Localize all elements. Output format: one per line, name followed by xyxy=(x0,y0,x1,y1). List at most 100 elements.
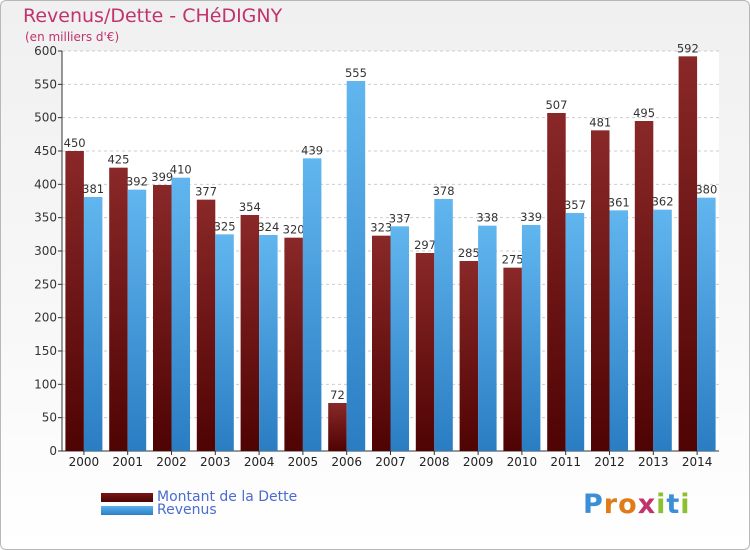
x-tick-label: 2002 xyxy=(156,455,187,469)
data-label: 324 xyxy=(257,220,279,234)
bar-debt xyxy=(415,253,435,451)
bar-debt xyxy=(459,261,479,451)
y-tick-label: 300 xyxy=(34,244,57,258)
x-tick-label: 2001 xyxy=(112,455,143,469)
bar-debt xyxy=(503,267,522,451)
logo-letter: i xyxy=(680,489,691,520)
legend-swatch-debt xyxy=(101,492,153,502)
bar-revenue xyxy=(521,225,541,451)
logo-letter: i xyxy=(656,489,667,520)
bar-revenue xyxy=(390,226,409,451)
data-label: 555 xyxy=(345,66,367,80)
data-label: 337 xyxy=(389,211,411,225)
data-label: 507 xyxy=(545,98,567,112)
x-tick-label: 2012 xyxy=(594,455,625,469)
x-tick-label: 2008 xyxy=(419,455,450,469)
bar-debt xyxy=(240,215,260,451)
y-tick-label: 550 xyxy=(34,77,57,91)
x-tick-label: 2009 xyxy=(463,455,494,469)
y-tick-label: 600 xyxy=(34,44,57,58)
x-tick-label: 2005 xyxy=(288,455,319,469)
bar-revenue xyxy=(565,213,585,451)
data-label: 325 xyxy=(214,219,236,233)
bar-revenue xyxy=(478,225,497,451)
data-label: 275 xyxy=(502,253,524,267)
legend-swatch-revenue xyxy=(101,505,153,515)
x-tick-label: 2013 xyxy=(638,455,669,469)
y-tick-label: 250 xyxy=(34,277,57,291)
legend-item-revenue: Revenus xyxy=(101,502,217,518)
bar-revenue xyxy=(127,189,147,451)
bar-revenue xyxy=(697,197,716,451)
data-label: 354 xyxy=(239,200,261,214)
data-label: 361 xyxy=(608,195,630,209)
proxiti-logo: Proxiti xyxy=(583,489,691,520)
y-tick-label: 400 xyxy=(34,177,57,191)
data-label: 378 xyxy=(433,184,455,198)
bar-revenue xyxy=(346,81,366,451)
data-label: 320 xyxy=(283,223,305,237)
bar-debt xyxy=(196,199,216,451)
chart-subtitle: (en milliers d'€) xyxy=(25,30,120,44)
data-label: 285 xyxy=(458,246,480,260)
data-label: 338 xyxy=(476,211,498,225)
data-label: 323 xyxy=(370,221,392,235)
x-tick-label: 2010 xyxy=(507,455,538,469)
bar-debt xyxy=(591,130,610,452)
bar-debt xyxy=(284,237,303,451)
data-label: 362 xyxy=(652,195,674,209)
bar-debt xyxy=(65,151,84,451)
data-label: 495 xyxy=(633,106,655,120)
bar-debt xyxy=(634,121,654,451)
data-label: 380 xyxy=(695,183,717,197)
data-label: 450 xyxy=(64,136,86,150)
legend-item-debt: Montant de la Dette xyxy=(101,489,297,505)
bar-debt xyxy=(678,56,698,451)
y-tick-label: 100 xyxy=(34,377,57,391)
logo-letter: o xyxy=(618,489,638,520)
data-label: 592 xyxy=(677,41,699,55)
y-tick-label: 0 xyxy=(49,444,57,458)
bar-debt xyxy=(328,403,347,451)
bar-debt xyxy=(109,167,128,451)
x-tick-label: 2011 xyxy=(550,455,581,469)
data-label: 399 xyxy=(151,170,173,184)
x-tick-label: 2007 xyxy=(375,455,406,469)
data-label: 381 xyxy=(82,182,104,196)
x-tick-label: 2004 xyxy=(244,455,275,469)
bar-debt xyxy=(153,185,172,451)
data-label: 392 xyxy=(126,175,148,189)
bar-revenue xyxy=(259,235,278,451)
data-label: 410 xyxy=(170,163,192,177)
bar-revenue xyxy=(83,197,103,451)
chart-title: Revenus/Dette - CHéDIGNY xyxy=(23,5,283,27)
data-label: 357 xyxy=(564,198,586,212)
x-tick-label: 2014 xyxy=(682,455,713,469)
y-tick-label: 50 xyxy=(42,411,57,425)
data-label: 439 xyxy=(301,143,323,157)
y-tick-label: 150 xyxy=(34,344,57,358)
x-tick-label: 2006 xyxy=(331,455,362,469)
bar-revenue xyxy=(653,209,672,451)
x-tick-label: 2003 xyxy=(200,455,231,469)
data-label: 339 xyxy=(520,210,542,224)
bar-debt xyxy=(372,235,391,451)
logo-letter: x xyxy=(637,489,657,520)
logo-letter: t xyxy=(666,489,681,520)
y-tick-label: 200 xyxy=(34,311,57,325)
bar-debt xyxy=(547,113,566,451)
legend-label-debt: Montant de la Dette xyxy=(157,489,298,505)
legend-label-revenue: Revenus xyxy=(157,502,217,518)
data-label: 297 xyxy=(414,238,436,252)
x-tick-label: 2000 xyxy=(69,455,100,469)
logo-letter: P xyxy=(583,489,604,520)
data-label: 72 xyxy=(330,388,345,402)
y-tick-label: 350 xyxy=(34,211,57,225)
y-tick-label: 450 xyxy=(34,144,57,158)
bar-revenue xyxy=(302,158,322,452)
data-label: 481 xyxy=(589,115,611,129)
bar-revenue xyxy=(171,177,190,451)
bar-revenue xyxy=(215,234,234,451)
